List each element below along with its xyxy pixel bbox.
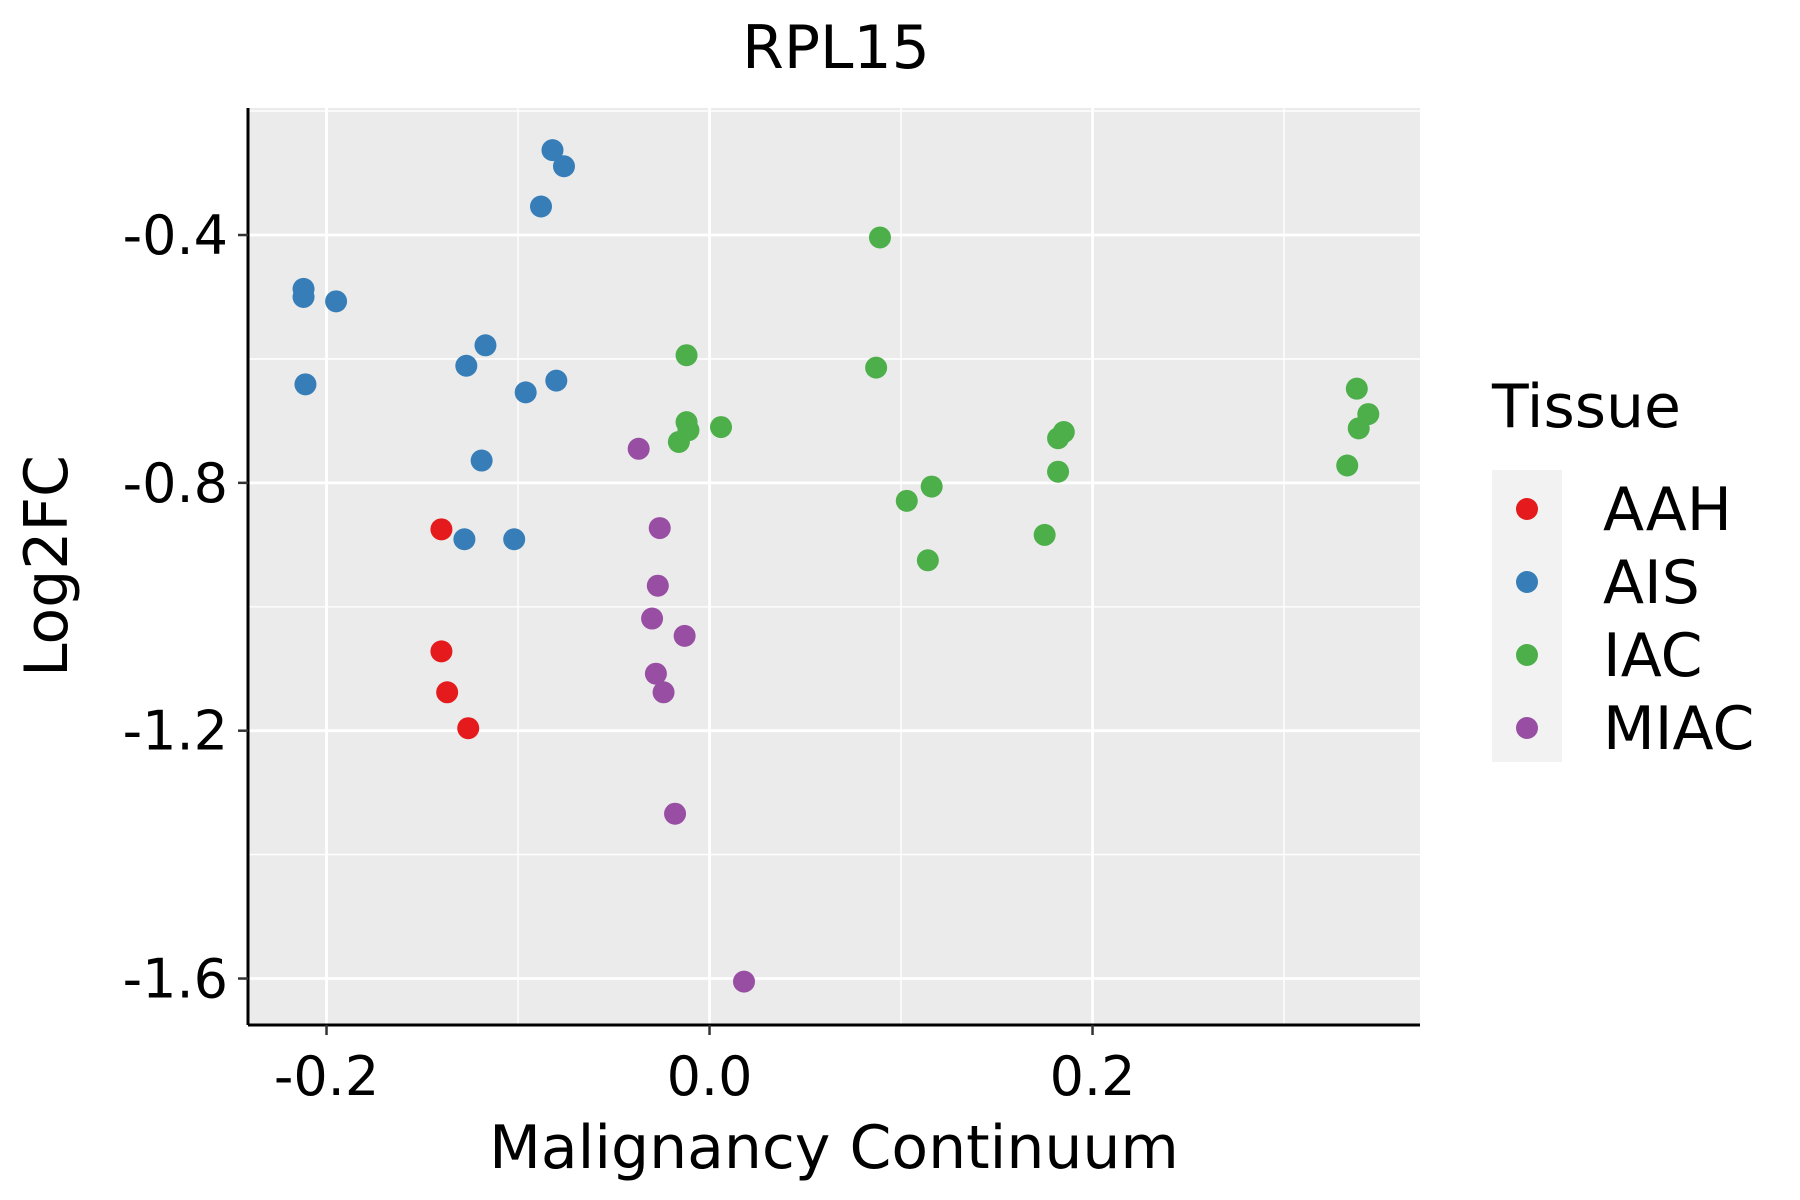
y-tick-label: -0.4: [123, 204, 228, 267]
data-point-iac: [865, 356, 888, 379]
data-point-miac: [648, 517, 671, 540]
data-point-iac: [675, 344, 698, 367]
legend-key-ais: [1516, 571, 1538, 593]
data-point-miac: [627, 437, 650, 460]
data-point-ais: [530, 195, 552, 218]
data-point-ais: [503, 528, 526, 551]
legend-label-ais: AIS: [1603, 548, 1700, 618]
plot-panel: [248, 108, 1420, 1025]
legend-label-iac: IAC: [1603, 621, 1703, 691]
data-point-miac: [646, 574, 669, 597]
data-point-iac: [667, 430, 690, 453]
data-point-iac: [1345, 377, 1368, 400]
data-point-iac: [895, 489, 918, 512]
data-point-aah: [430, 518, 453, 541]
data-point-ais: [325, 290, 348, 313]
legend-title: Tissue: [1491, 372, 1681, 442]
x-axis-ticks: -0.2 0.0 0.2: [274, 1025, 1136, 1108]
data-point-miac: [641, 607, 664, 630]
x-tick-label: 0.0: [667, 1045, 753, 1108]
data-point-ais: [474, 334, 497, 357]
data-point-iac: [710, 416, 733, 439]
x-axis-label: Malignancy Continuum: [489, 1113, 1179, 1183]
legend-key-miac: [1516, 717, 1538, 739]
data-point-iac: [1347, 417, 1370, 440]
data-point-miac: [652, 681, 675, 704]
data-point-ais: [470, 449, 493, 472]
data-point-miac: [732, 970, 755, 993]
data-point-ais: [541, 139, 564, 162]
y-axis-ticks: -0.4 -0.8 -1.2 -1.6: [123, 204, 248, 1011]
data-point-aah: [430, 640, 453, 663]
x-tick-label: -0.2: [274, 1045, 379, 1108]
data-point-miac: [673, 624, 696, 647]
major-gridlines: [248, 108, 1420, 1025]
data-point-ais: [552, 155, 575, 178]
y-tick-label: -0.8: [123, 452, 228, 515]
data-point-iac: [868, 226, 891, 249]
data-point-aah: [457, 717, 480, 740]
data-point-ais: [545, 369, 568, 392]
data-point-ais: [453, 528, 476, 551]
data-point-iac: [1033, 523, 1056, 546]
y-axis-label: Log2FC: [12, 455, 82, 677]
data-point-aah: [436, 681, 459, 704]
data-point-miac: [664, 802, 687, 825]
data-point-ais: [294, 373, 317, 396]
data-points: [292, 139, 1380, 993]
y-tick-label: -1.6: [123, 948, 228, 1011]
data-point-iac: [1336, 454, 1359, 477]
legend-label-miac: MIAC: [1603, 694, 1754, 764]
x-tick-label: 0.2: [1050, 1045, 1136, 1108]
data-point-iac: [916, 549, 939, 572]
chart-title: RPL15: [742, 13, 930, 83]
legend-key-iac: [1516, 644, 1538, 666]
data-point-miac: [644, 662, 667, 685]
legend-label-aah: AAH: [1603, 475, 1732, 545]
data-point-iac: [1047, 427, 1070, 450]
minor-gridlines: [248, 108, 1420, 1025]
data-point-ais: [514, 381, 537, 404]
data-point-iac: [920, 475, 943, 498]
y-tick-label: -1.2: [123, 700, 228, 763]
data-point-ais: [455, 354, 478, 377]
data-point-iac: [1047, 460, 1070, 483]
data-point-ais: [292, 285, 315, 308]
legend-key-aah: [1516, 498, 1538, 520]
